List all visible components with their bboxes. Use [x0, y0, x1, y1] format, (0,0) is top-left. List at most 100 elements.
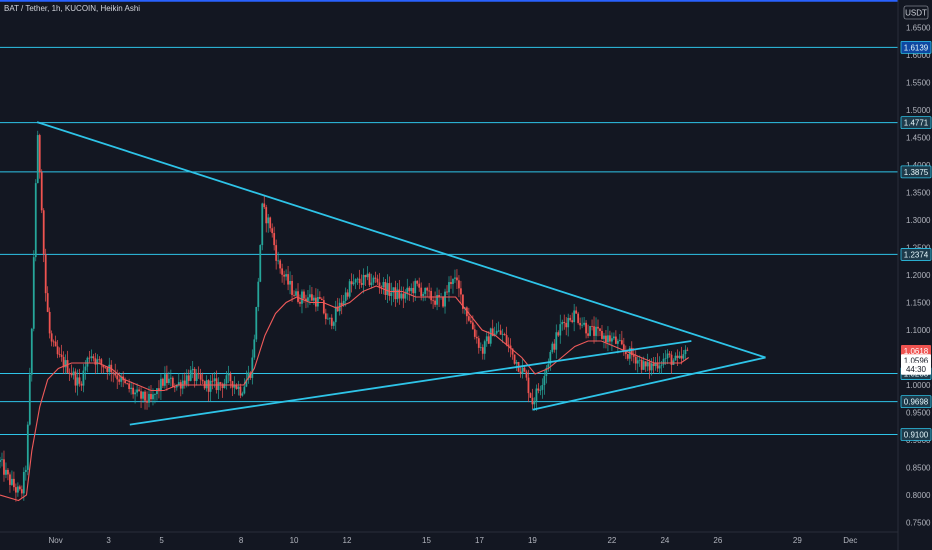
candle-body-188: [372, 277, 375, 283]
price-tick-1: 1.6000: [906, 51, 931, 60]
candle-body-193: [382, 282, 385, 288]
time-tick-11: 26: [713, 536, 722, 545]
candle-body-331: [656, 362, 659, 369]
candle-body-223: [442, 296, 444, 307]
candle-body-157: [311, 294, 313, 301]
candle-body-137: [271, 228, 274, 234]
candle-body-277: [549, 351, 552, 365]
candle-body-30: [58, 354, 61, 356]
candle-body-11: [20, 489, 23, 494]
candle-body-106: [209, 380, 212, 392]
candle-body-289: [573, 310, 576, 323]
candle-body-325: [644, 361, 647, 367]
candle-body-287: [569, 317, 572, 321]
price-tick-2: 1.5500: [906, 79, 931, 88]
candle-body-184: [364, 274, 367, 278]
candle-body-291: [577, 313, 580, 323]
time-tick-12: 29: [793, 536, 802, 545]
candle-body-120: [237, 386, 240, 389]
level-badge-6: [900, 395, 932, 409]
candle-body-190: [376, 278, 379, 283]
candle-body-23: [44, 254, 47, 294]
candle-body-275: [545, 367, 548, 377]
candle-body-196: [388, 283, 391, 296]
candle-body-111: [219, 382, 222, 385]
candle-body-179: [354, 279, 357, 283]
candle-body-29: [56, 346, 59, 355]
candle-body-308: [611, 338, 613, 342]
candle-body-66: [130, 387, 133, 389]
candle-body-187: [370, 282, 373, 286]
candle-body-61: [120, 376, 123, 382]
candle-body-19: [36, 135, 39, 184]
candle-body-90: [177, 382, 180, 385]
candle-body-290: [575, 310, 578, 314]
candle-body-64: [126, 383, 129, 384]
time-tick-13: Dec: [843, 536, 857, 545]
time-tick-8: 19: [528, 536, 537, 545]
candle-body-191: [378, 282, 381, 287]
candle-body-96: [189, 370, 192, 381]
currency-badge[interactable]: USDT: [903, 5, 929, 20]
time-axis[interactable]: Nov 3 5 8 10 12 15 17 19 22 24 26 29 Dec: [49, 536, 858, 545]
candle-body-309: [612, 336, 615, 339]
price-tick-18: 0.7500: [906, 519, 931, 528]
candle-body-108: [213, 378, 216, 381]
candle-body-227: [450, 282, 452, 285]
candle-body-160: [316, 297, 319, 307]
time-tick-0: Nov: [49, 536, 63, 545]
candle-body-204: [404, 293, 407, 299]
candle-body-313: [620, 340, 623, 345]
candle-body-0: [0, 459, 1, 462]
candle-body-57: [112, 372, 115, 374]
level-badge-label-1: 1.6139: [904, 43, 929, 52]
level-badge-1: [900, 40, 932, 54]
candle-body-162: [320, 298, 323, 301]
candle-body-34: [66, 360, 69, 373]
price-tick-14: 0.9500: [906, 409, 931, 418]
price-tick-10: 1.1500: [906, 299, 931, 308]
candle-body-165: [326, 318, 329, 320]
candle-body-298: [591, 326, 593, 327]
candle-body-95: [187, 375, 190, 381]
candle-body-80: [158, 388, 160, 392]
price-tick-7: 1.3000: [906, 216, 931, 225]
candle-body-119: [235, 384, 238, 389]
candle-body-158: [313, 297, 315, 301]
candles: [0, 130, 689, 502]
candle-body-134: [265, 207, 268, 224]
candle-body-129: [255, 306, 258, 340]
candle-body-43: [84, 366, 87, 371]
candle-body-258: [511, 348, 514, 355]
candle-body-164: [324, 313, 327, 319]
candle-body-243: [481, 347, 484, 354]
candle-body-208: [412, 287, 415, 294]
level-badge-3: [900, 165, 932, 179]
candle-body-102: [201, 379, 204, 382]
candle-body-233: [462, 294, 464, 309]
candle-body-285: [565, 322, 568, 328]
candle-body-156: [309, 294, 311, 298]
candle-body-333: [660, 364, 663, 366]
candle-body-53: [104, 367, 107, 369]
candle-body-239: [473, 329, 476, 337]
candle-body-146: [289, 280, 291, 285]
candle-body-295: [585, 322, 587, 334]
price-tick-4: 1.4500: [906, 134, 931, 143]
candle-body-45: [88, 357, 91, 359]
candle-body-74: [146, 400, 148, 403]
candle-body-71: [140, 391, 142, 399]
candle-body-245: [485, 336, 488, 342]
candle-body-329: [652, 363, 655, 367]
candle-body-226: [448, 282, 450, 293]
level-badge-7: [900, 428, 932, 441]
candle-body-59: [116, 375, 119, 380]
candle-body-327: [648, 362, 651, 371]
candle-body-205: [406, 287, 409, 294]
time-tick-1: 3: [106, 536, 111, 545]
candle-body-297: [589, 326, 591, 336]
candle-body-17: [32, 257, 35, 329]
candle-body-315: [624, 350, 627, 355]
